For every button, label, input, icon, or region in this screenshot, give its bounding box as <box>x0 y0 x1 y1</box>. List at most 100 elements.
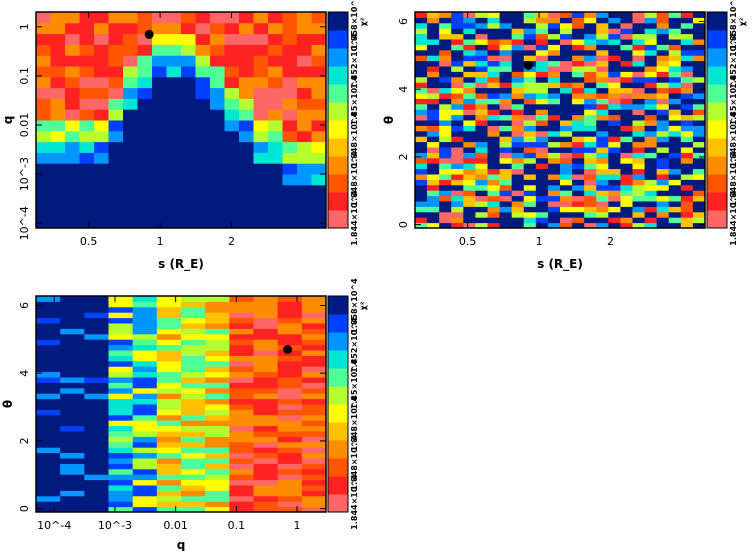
heatmap-cell <box>181 328 206 335</box>
heatmap-cell <box>205 441 230 448</box>
heatmap-cell <box>415 33 428 40</box>
heatmap-cell <box>656 76 670 83</box>
heatmap-cell <box>415 114 428 121</box>
heatmap-cell <box>547 66 561 72</box>
heatmap-cell <box>560 28 573 35</box>
heatmap-cell <box>644 103 658 110</box>
heatmap-cell <box>451 136 464 143</box>
heatmap-cell <box>282 195 298 207</box>
heatmap-cell <box>277 501 303 508</box>
heatmap-cell <box>137 163 153 175</box>
heatmap-cell <box>195 130 211 143</box>
heatmap-cell <box>475 206 488 213</box>
heatmap-cell <box>584 71 597 78</box>
heatmap-cell <box>156 333 182 340</box>
heatmap-cell <box>277 339 303 346</box>
heatmap-cell <box>547 87 561 94</box>
heatmap-cell <box>277 479 303 486</box>
heatmap-cell <box>36 479 61 486</box>
heatmap-cell <box>547 39 561 45</box>
heatmap-cell <box>156 377 182 383</box>
heatmap-cell <box>65 163 80 175</box>
heatmap-cell <box>229 306 254 313</box>
heatmap-cell <box>511 109 525 116</box>
heatmap-cell <box>547 44 561 51</box>
heatmap-cell <box>560 125 573 132</box>
heatmap-cell <box>60 474 85 481</box>
heatmap-cell <box>680 206 694 213</box>
heatmap-cell <box>268 44 283 56</box>
heatmap-cell <box>108 350 134 356</box>
heatmap-cell <box>656 55 670 62</box>
heatmap-cell <box>523 184 537 191</box>
heatmap-cell <box>463 60 476 67</box>
heatmap-cell <box>210 33 225 45</box>
heatmap-cell <box>181 490 206 497</box>
heatmap-cell <box>584 125 597 132</box>
heatmap-cell <box>680 44 694 51</box>
heatmap-cell <box>644 109 658 116</box>
heatmap-cell <box>301 447 327 454</box>
heatmap-cell <box>195 87 211 99</box>
heatmap-cell <box>463 22 476 29</box>
heatmap-cell <box>596 49 609 56</box>
heatmap-cell <box>487 98 501 105</box>
heatmap-cell <box>547 147 561 153</box>
heatmap-cell <box>229 447 254 454</box>
heatmap-cell <box>475 39 488 45</box>
heatmap-cell <box>253 371 279 378</box>
heatmap-cell <box>60 458 85 464</box>
heatmap-cell <box>65 44 80 56</box>
heatmap-cell <box>277 506 303 513</box>
heatmap-cell <box>50 22 66 35</box>
heatmap-cell <box>547 109 561 116</box>
heatmap-cell <box>156 382 182 389</box>
heatmap-cell <box>632 33 646 40</box>
heatmap-cell <box>253 452 279 459</box>
heatmap-cell <box>680 33 694 40</box>
colorbar-swatch <box>328 296 348 315</box>
heatmap-cell <box>584 174 597 180</box>
heatmap-cell <box>499 28 513 35</box>
colorbar-swatch <box>707 66 727 85</box>
heatmap-cell <box>181 296 206 302</box>
heatmap-cell <box>656 71 670 78</box>
heatmap-cell <box>239 55 254 67</box>
heatmap-cell <box>50 44 66 56</box>
heatmap-cell <box>229 468 254 475</box>
heatmap-cell <box>632 152 646 159</box>
heatmap-cell <box>451 174 464 180</box>
heatmap-cell <box>181 495 206 502</box>
heatmap-cell <box>608 195 621 202</box>
heatmap-cell <box>301 490 327 497</box>
colorbar-swatch <box>328 458 348 477</box>
heatmap-cell <box>268 141 283 153</box>
heatmap-cell <box>656 152 670 159</box>
heatmap-cell <box>210 206 225 218</box>
heatmap-cell <box>108 66 124 78</box>
heatmap-cell <box>224 33 240 45</box>
heatmap-cell <box>415 76 428 83</box>
heatmap-cell <box>253 360 279 367</box>
heatmap-cell <box>297 163 312 175</box>
ylabel-s-theta: θ <box>382 116 396 124</box>
heatmap-cell <box>499 184 513 191</box>
heatmap-cell <box>108 371 134 378</box>
heatmap-cell <box>60 490 85 497</box>
heatmap-cell <box>65 76 80 89</box>
heatmap-cell <box>499 109 513 116</box>
heatmap-cell <box>596 163 609 170</box>
heatmap-cell <box>65 152 80 164</box>
heatmap-cell <box>132 463 158 470</box>
colorbar-q-theta: 1.844×10^41.848×10^41.848×10^41.85×10^41… <box>327 278 368 530</box>
heatmap-cell <box>475 98 488 105</box>
heatmap-cell <box>36 458 61 464</box>
heatmap-cell <box>523 163 537 170</box>
heatmap-cell <box>451 17 464 24</box>
heatmap-cell <box>511 22 525 29</box>
heatmap-cell <box>297 130 312 143</box>
heatmap-cell <box>584 211 597 218</box>
heatmap-cell <box>584 93 597 99</box>
heatmap-cell <box>523 217 537 224</box>
heatmap-cell <box>523 71 537 78</box>
